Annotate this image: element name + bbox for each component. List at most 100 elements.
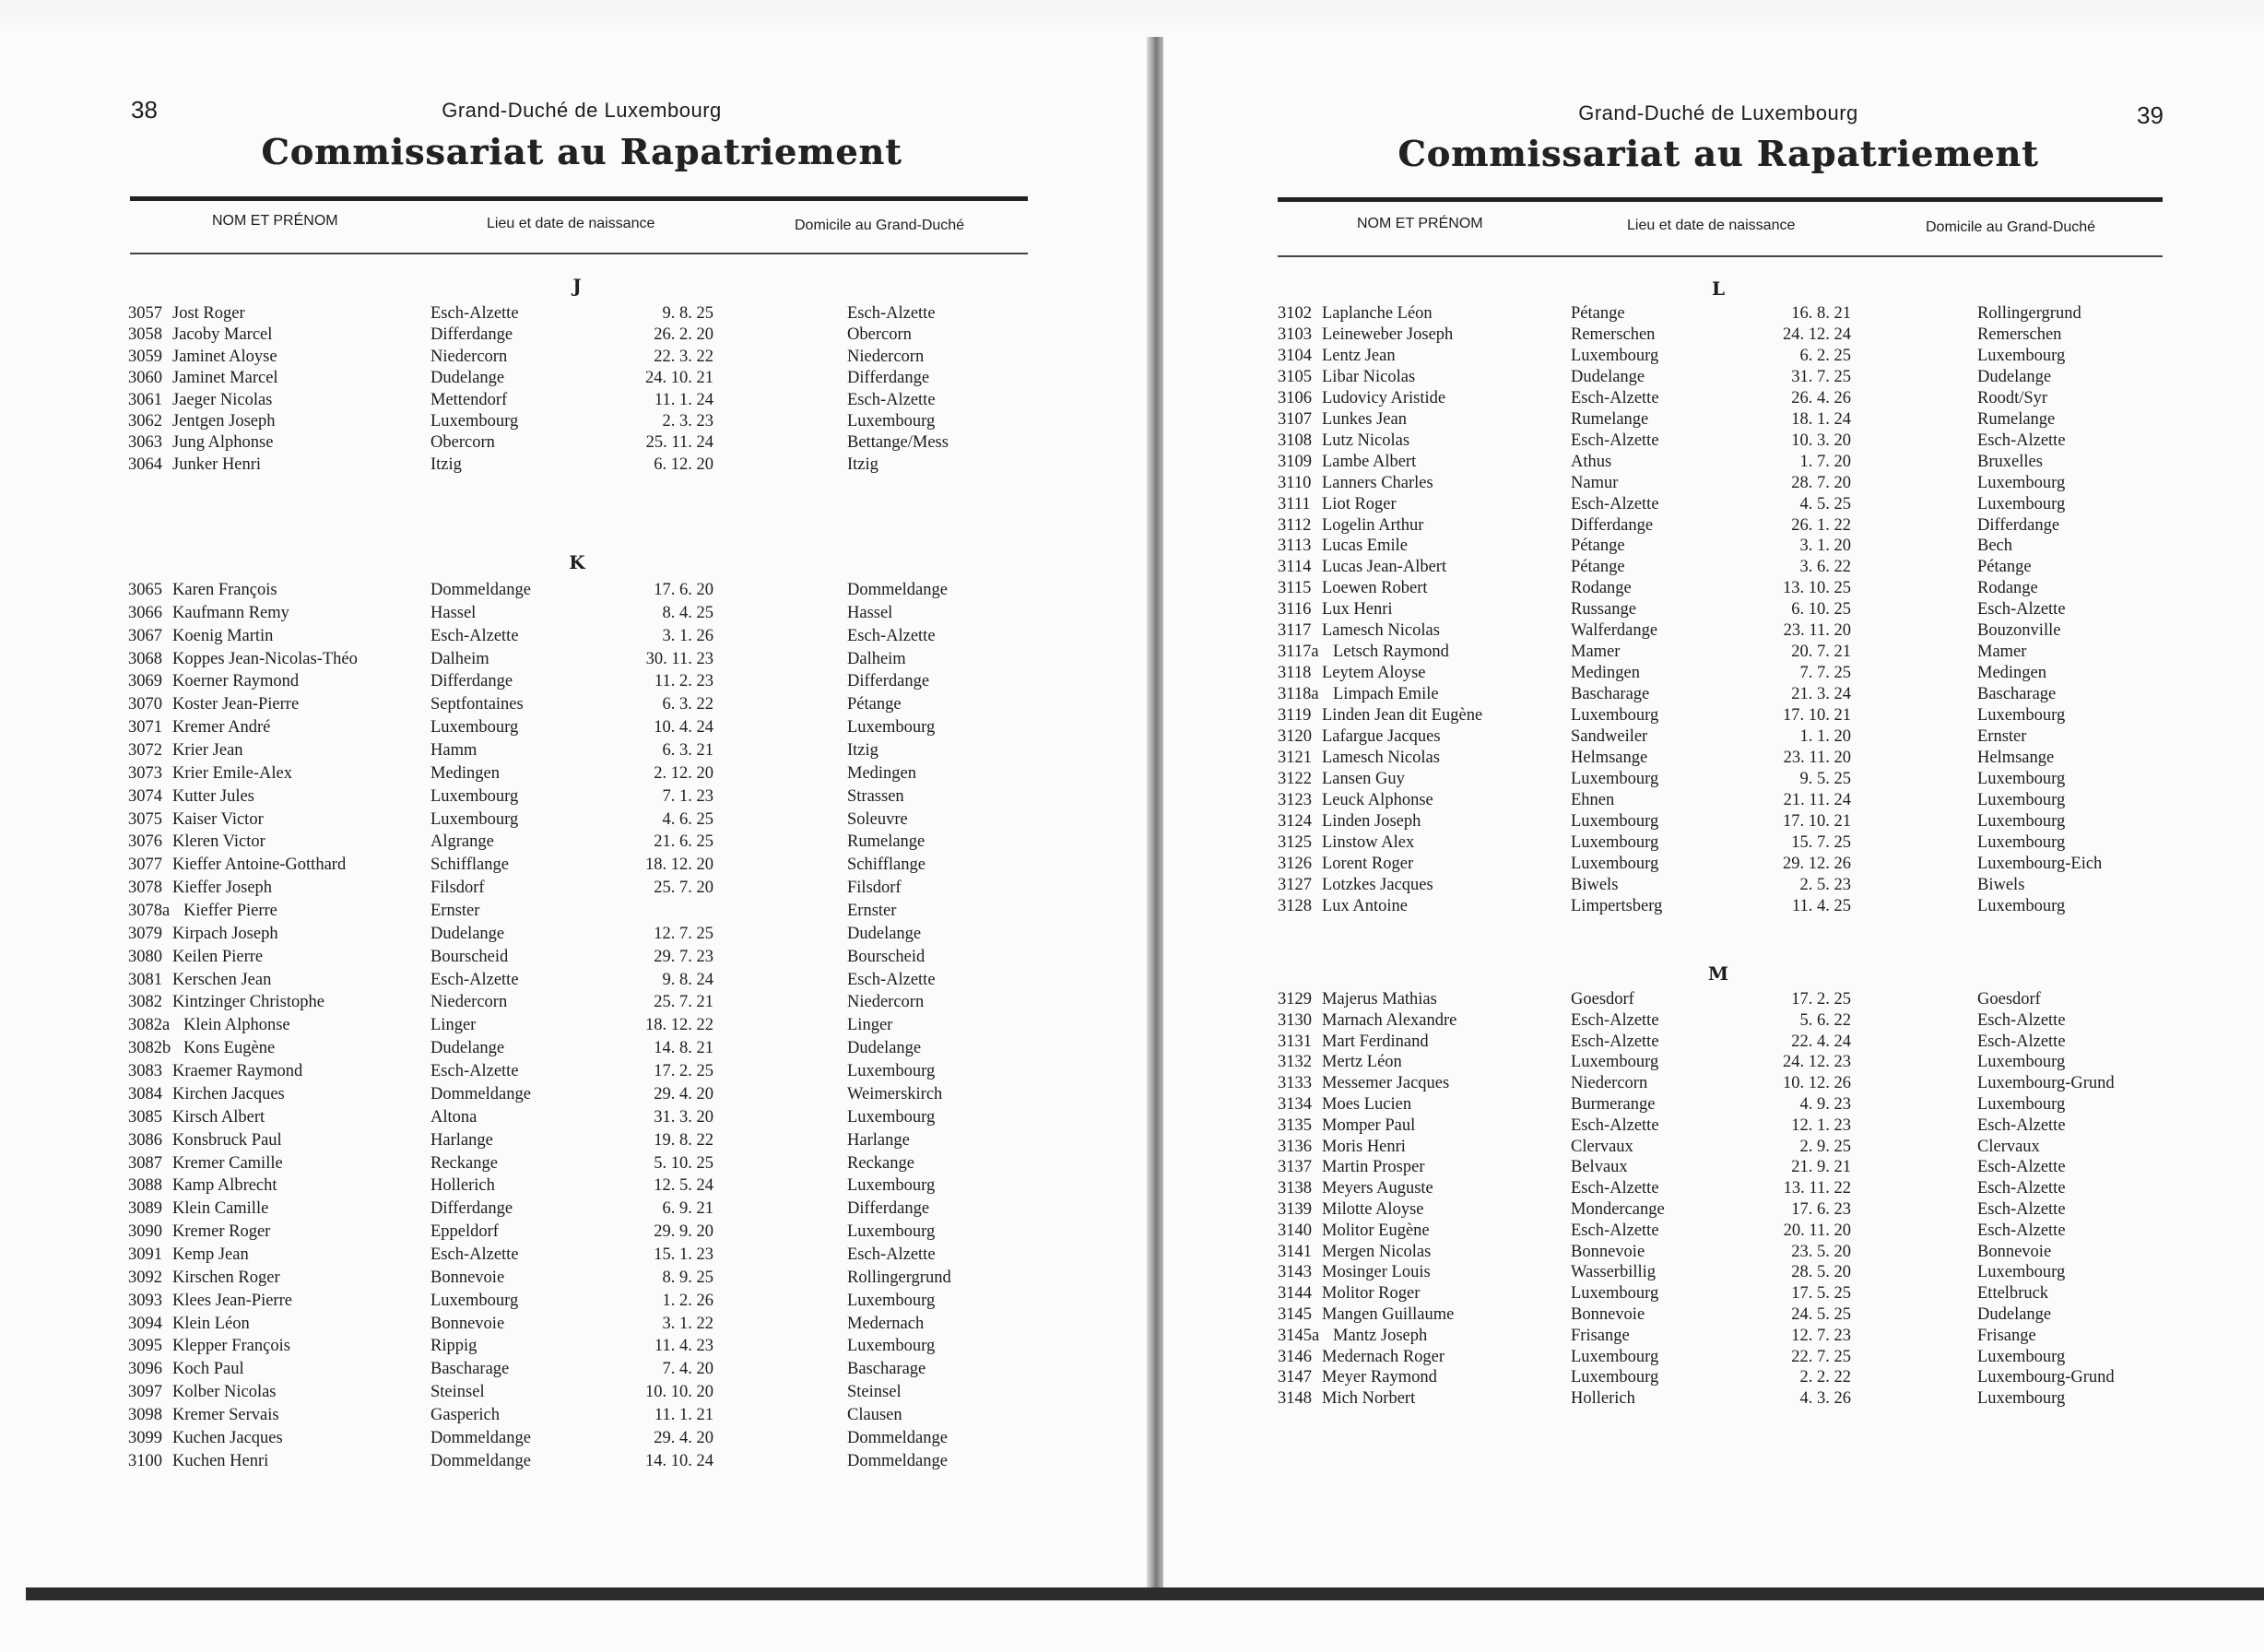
birth-place: Remerschen bbox=[1571, 324, 1656, 344]
entry-name: Kirchen Jacques bbox=[172, 1084, 285, 1103]
entry-number: 3116 bbox=[1278, 600, 1312, 620]
domicile: Harlange bbox=[847, 1130, 910, 1150]
entry-name: Klepper François bbox=[172, 1337, 290, 1356]
birth-place: Medingen bbox=[1571, 664, 1641, 683]
entry-number: 3141 bbox=[1278, 1242, 1312, 1261]
page-title: Commissariat au Rapatriement bbox=[261, 131, 902, 172]
birth-date: 11. 4. 25 bbox=[1791, 896, 1851, 915]
birth-place: Luxembourg bbox=[1571, 706, 1659, 726]
entry-name: Kremer Roger bbox=[172, 1222, 271, 1242]
entry-name: Limpach Emile bbox=[1333, 685, 1439, 704]
entry-number: 3078a bbox=[128, 902, 171, 921]
entry-number: 3120 bbox=[1278, 727, 1312, 746]
entry-name: Laplanche Léon bbox=[1322, 304, 1433, 323]
birth-date: 14. 8. 21 bbox=[654, 1039, 713, 1058]
entry-name: Libar Nicolas bbox=[1322, 367, 1416, 386]
birth-date: 13. 11. 22 bbox=[1783, 1179, 1851, 1198]
entry-name: Kieffer Pierre bbox=[183, 902, 277, 921]
domicile: Luxembourg bbox=[1977, 1053, 2066, 1072]
birth-place: Limpertsberg bbox=[1571, 896, 1663, 915]
domicile: Luxembourg bbox=[1977, 1095, 2066, 1114]
book-gutter bbox=[1147, 37, 1163, 1595]
entry-name: Lunkes Jean bbox=[1322, 409, 1407, 429]
domicile: Esch-Alzette bbox=[1977, 1179, 2066, 1198]
domicile: Filsdorf bbox=[847, 879, 902, 898]
birth-date: 29. 4. 20 bbox=[654, 1428, 713, 1447]
birth-place: Dudelange bbox=[430, 924, 505, 943]
entry-number: 3068 bbox=[128, 649, 162, 668]
domicile: Dudelange bbox=[847, 1039, 922, 1058]
entry-name: Mangen Guillaume bbox=[1322, 1305, 1455, 1324]
entry-number: 3067 bbox=[128, 626, 162, 645]
domicile: Esch-Alzette bbox=[1977, 1221, 2066, 1240]
domicile: Rumelange bbox=[1977, 409, 2056, 429]
birth-date: 19. 8. 22 bbox=[654, 1130, 713, 1150]
birth-date: 6. 3. 22 bbox=[662, 695, 714, 714]
birth-date: 17. 5. 25 bbox=[1791, 1284, 1851, 1304]
birth-place: Esch-Alzette bbox=[1571, 1010, 1659, 1030]
entry-number: 3102 bbox=[1278, 304, 1312, 323]
entry-name: Kremer André bbox=[172, 718, 271, 738]
birth-place: Bonnevoie bbox=[430, 1314, 505, 1333]
entry-number: 3061 bbox=[128, 390, 162, 409]
birth-date: 14. 10. 24 bbox=[645, 1451, 713, 1470]
domicile: Niedercorn bbox=[847, 993, 925, 1012]
birth-date: 3. 1. 20 bbox=[1799, 537, 1852, 556]
entry-name: Kolber Nicolas bbox=[172, 1383, 277, 1402]
birth-place: Mamer bbox=[1571, 643, 1621, 662]
birth-date: 21. 11. 24 bbox=[1783, 790, 1851, 809]
birth-date: 21. 6. 25 bbox=[654, 832, 713, 852]
birth-date: 25. 7. 21 bbox=[654, 993, 713, 1012]
entry-name: Mantz Joseph bbox=[1333, 1326, 1428, 1345]
birth-place: Rodange bbox=[1571, 579, 1632, 598]
entry-number: 3076 bbox=[128, 832, 162, 852]
domicile: Pétange bbox=[847, 695, 902, 714]
entry-name: Kemp Jean bbox=[172, 1245, 249, 1264]
entry-name: Kirsch Albert bbox=[172, 1107, 265, 1127]
domicile: Dudelange bbox=[1977, 1305, 2052, 1324]
entry-name: Molitor Roger bbox=[1322, 1284, 1421, 1304]
birth-date: 7. 1. 23 bbox=[662, 786, 714, 806]
section-letter: M bbox=[1707, 962, 1729, 985]
birth-place: Esch-Alzette bbox=[1571, 431, 1659, 450]
birth-date: 26. 2. 20 bbox=[654, 325, 713, 345]
entry-name: Klein Camille bbox=[172, 1199, 269, 1219]
birth-date: 17. 2. 25 bbox=[1791, 990, 1851, 1009]
birth-date: 5. 10. 25 bbox=[654, 1153, 713, 1173]
birth-date: 29. 9. 20 bbox=[654, 1222, 713, 1242]
entry-number: 3083 bbox=[128, 1062, 162, 1081]
entry-number: 3107 bbox=[1278, 409, 1312, 429]
entry-name: Majerus Mathias bbox=[1322, 990, 1437, 1009]
birth-date: 1. 7. 20 bbox=[1799, 452, 1852, 471]
domicile: Bouzonville bbox=[1977, 621, 2061, 641]
entry-name: Linstow Alex bbox=[1322, 832, 1415, 852]
entry-number: 3110 bbox=[1278, 473, 1312, 492]
birth-date: 29. 7. 23 bbox=[654, 947, 713, 966]
entry-name: Kintzinger Christophe bbox=[172, 993, 324, 1012]
birth-date: 3. 1. 26 bbox=[662, 626, 714, 645]
birth-place: Altona bbox=[430, 1107, 478, 1127]
birth-date: 10. 4. 24 bbox=[654, 718, 713, 738]
entry-number: 3091 bbox=[128, 1245, 162, 1264]
birth-place: Dommeldange bbox=[430, 581, 531, 599]
birth-date: 8. 9. 25 bbox=[662, 1268, 714, 1287]
entry-number: 3072 bbox=[128, 741, 162, 761]
birth-place: Burmerange bbox=[1571, 1095, 1656, 1114]
birth-place: Esch-Alzette bbox=[430, 970, 519, 989]
entry-number: 3147 bbox=[1278, 1368, 1312, 1387]
birth-place: Luxembourg bbox=[1571, 769, 1659, 788]
entry-number: 3074 bbox=[128, 786, 162, 806]
birth-place: Dommeldange bbox=[430, 1084, 531, 1103]
entry-number: 3070 bbox=[128, 695, 162, 714]
domicile: Luxembourg bbox=[1977, 790, 2066, 809]
entry-name: Jung Alphonse bbox=[172, 433, 274, 453]
domicile: Luxembourg-Grund bbox=[1977, 1074, 2115, 1093]
domicile: Dalheim bbox=[847, 649, 906, 668]
entry-number: 3126 bbox=[1278, 854, 1312, 873]
entry-name: Kaufmann Remy bbox=[172, 603, 289, 622]
entry-number: 3060 bbox=[128, 369, 162, 388]
entry-name: Kirschen Roger bbox=[172, 1268, 280, 1287]
domicile: Dommeldange bbox=[847, 1451, 948, 1470]
entry-number: 3145a bbox=[1278, 1326, 1320, 1345]
entry-name: Leytem Aloyse bbox=[1322, 664, 1426, 683]
